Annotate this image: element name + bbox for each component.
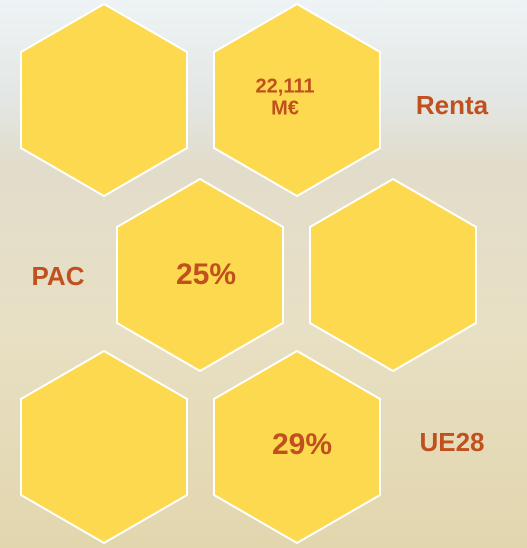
hex-text: 25%	[176, 258, 236, 291]
hexagon	[213, 2, 381, 198]
side-label: PAC	[32, 261, 85, 291]
hexagon	[213, 349, 381, 545]
hex-text: 22,111	[256, 75, 315, 97]
hexagon	[20, 2, 188, 198]
side-label: Renta	[416, 90, 489, 120]
hexagon	[116, 177, 284, 373]
side-label: UE28	[419, 427, 484, 457]
hexagon	[309, 177, 477, 373]
hex-text: M€	[271, 97, 299, 119]
hex-text: 29%	[272, 428, 332, 461]
hexagon	[20, 349, 188, 545]
hexagon-grid	[20, 2, 477, 545]
